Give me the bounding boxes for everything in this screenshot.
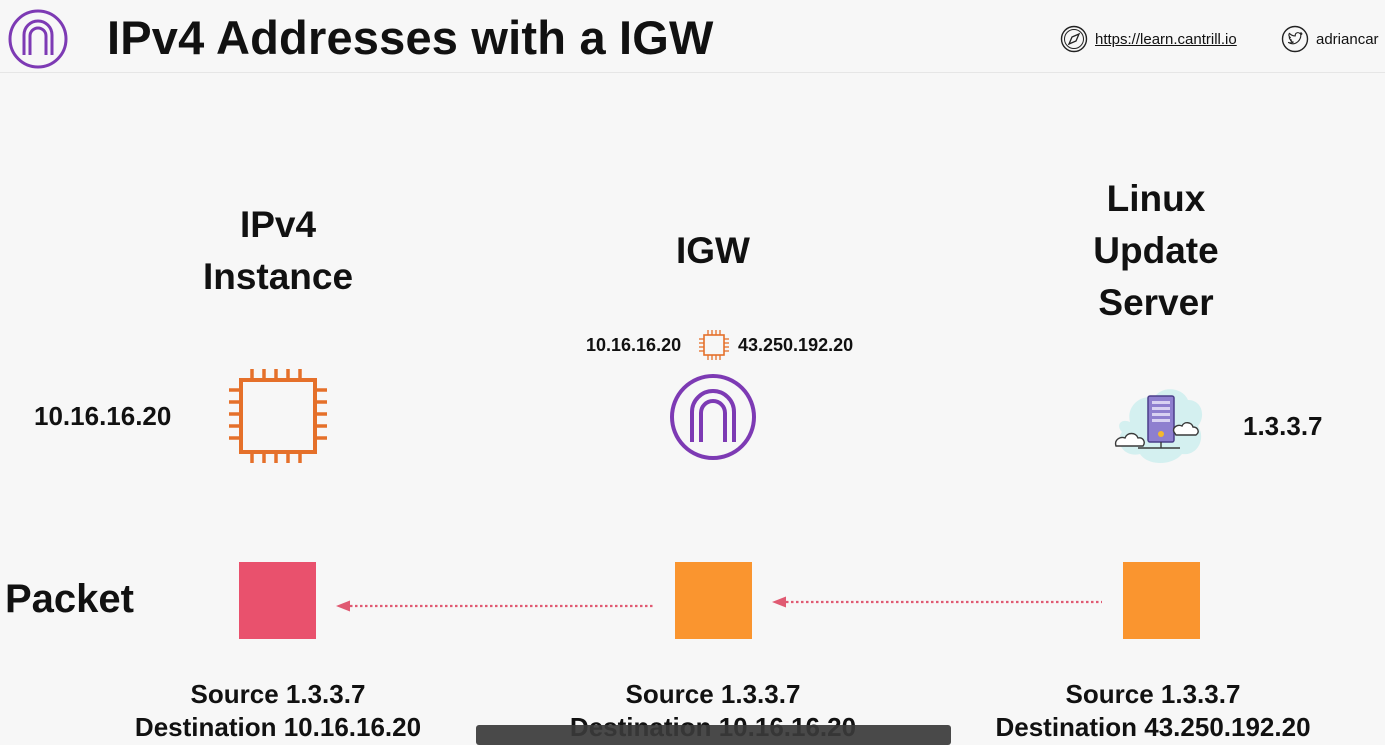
- packet-at-igw: [675, 562, 752, 639]
- arrow-igw-to-instance: [336, 600, 654, 612]
- caption-overlay-bar: [476, 725, 951, 745]
- server-heading-line1: Linux: [1106, 178, 1206, 219]
- packet-info-instance: Source 1.3.3.7 Destination 10.16.16.20: [103, 678, 453, 744]
- packet-label: Packet: [5, 577, 134, 621]
- instance-ip: 10.16.16.20: [34, 401, 172, 431]
- igw-arch-logo-icon: [8, 9, 68, 69]
- igw-heading: IGW: [676, 230, 750, 271]
- instance-heading-line2: Instance: [202, 256, 354, 297]
- ec2-chip-icon: [229, 369, 327, 463]
- packet-at-instance: [239, 562, 316, 639]
- cloud-server-icon: [1114, 389, 1203, 463]
- packet-source: Source 1.3.3.7: [625, 679, 801, 709]
- packet-source: Source 1.3.3.7: [1065, 679, 1241, 709]
- packet-at-server: [1123, 562, 1200, 639]
- twitter-handle[interactable]: adriancar: [1316, 30, 1379, 48]
- packet-info-server: Source 1.3.3.7 Destination 43.250.192.20: [978, 678, 1328, 744]
- slide-title: IPv4 Addresses with a IGW: [107, 11, 714, 64]
- server-heading-line3: Server: [1098, 282, 1214, 323]
- arrow-server-to-igw: [772, 596, 1102, 608]
- server-heading: Linux Update Server: [1038, 173, 1274, 329]
- twitter-link[interactable]: adriancar: [1281, 25, 1379, 53]
- website-link[interactable]: https://learn.cantrill.io: [1060, 25, 1237, 53]
- packet-destination: Destination 10.16.16.20: [134, 712, 422, 742]
- internet-gateway-icon: [670, 374, 756, 460]
- server-ip: 1.3.3.7: [1243, 411, 1323, 441]
- instance-heading-line1: IPv4: [239, 204, 317, 245]
- small-chip-icon: [699, 330, 729, 360]
- slide-header: IPv4 Addresses with a IGW https://learn.…: [0, 0, 1385, 73]
- packet-destination: Destination 43.250.192.20: [995, 712, 1311, 742]
- website-url[interactable]: https://learn.cantrill.io: [1095, 30, 1237, 48]
- instance-heading: IPv4 Instance: [160, 199, 396, 303]
- server-heading-line2: Update: [1093, 230, 1219, 271]
- packet-source: Source 1.3.3.7: [190, 679, 366, 709]
- compass-icon: [1060, 25, 1088, 53]
- igw-public-ip: 43.250.192.20: [738, 335, 854, 355]
- igw-private-ip: 10.16.16.20: [586, 335, 682, 355]
- twitter-bird-icon: [1281, 25, 1309, 53]
